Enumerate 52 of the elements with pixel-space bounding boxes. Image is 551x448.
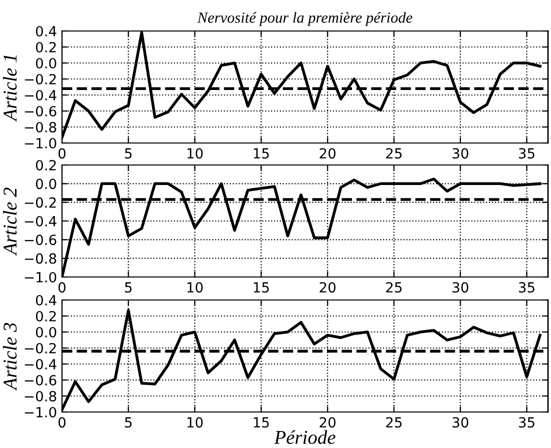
x-tick-label: 0 [58, 417, 66, 428]
y-axis-title: Article 1 [3, 55, 17, 122]
x-tick-label: 35 [518, 148, 534, 159]
y-tick-label: −0.6 [24, 374, 56, 386]
x-tick-label: 5 [125, 282, 132, 293]
y-tick-label: −1.0 [24, 406, 56, 418]
x-tick-label: 35 [518, 282, 534, 293]
y-tick-label: −1.0 [24, 272, 56, 282]
y-tick-label: −1.0 [24, 138, 56, 148]
x-tick-label: 25 [386, 417, 402, 428]
y-tick-label: 0.0 [36, 326, 56, 338]
x-tick-label: 35 [518, 417, 534, 428]
y-tick-label: −0.6 [24, 234, 56, 246]
x-axis-title: Période [274, 430, 336, 444]
y-axis-title: Article 3 [3, 322, 17, 391]
y-tick-label: −0.4 [24, 90, 56, 100]
x-tick-label: 30 [452, 148, 468, 159]
y-tick-label: 0.4 [36, 294, 56, 306]
x-tick-label: 10 [187, 417, 203, 428]
y-tick-label: −0.6 [24, 106, 56, 116]
x-tick-label: 30 [452, 282, 468, 293]
x-tick-label: 0 [58, 282, 66, 293]
x-tick-label: 25 [386, 148, 402, 159]
x-tick-label: 25 [386, 282, 402, 293]
y-tick-label: −0.8 [24, 253, 56, 264]
y-tick-label: 0.2 [36, 42, 56, 52]
y-tick-label: −0.4 [24, 358, 56, 370]
chart-title: Nervosité pour la première période [197, 12, 412, 26]
y-tick-label: 0.2 [36, 160, 56, 170]
y-tick-label: −0.2 [24, 197, 56, 208]
x-tick-label: 20 [320, 417, 336, 428]
x-tick-label: 20 [320, 148, 336, 159]
x-tick-label: 10 [187, 148, 203, 159]
y-tick-label: 0.0 [36, 178, 56, 190]
x-tick-label: 15 [254, 148, 269, 159]
x-tick-label: 20 [320, 282, 336, 293]
x-tick-label: 0 [58, 148, 66, 159]
x-tick-label: 15 [254, 282, 269, 293]
y-tick-label: 0.0 [36, 58, 56, 68]
y-tick-label: −0.8 [24, 122, 56, 132]
x-tick-label: 5 [125, 417, 132, 428]
x-tick-label: 10 [187, 282, 203, 293]
x-tick-label: 15 [254, 417, 269, 428]
y-tick-label: −0.2 [24, 342, 56, 354]
y-tick-label: 0.4 [36, 26, 56, 36]
y-axis-title: Article 2 [3, 188, 17, 256]
y-tick-label: −0.2 [24, 74, 56, 84]
x-tick-label: 5 [125, 148, 132, 159]
x-tick-label: 30 [452, 417, 468, 428]
y-tick-label: −0.8 [24, 390, 56, 402]
y-tick-label: 0.2 [36, 310, 56, 322]
y-tick-label: −0.4 [24, 216, 56, 226]
